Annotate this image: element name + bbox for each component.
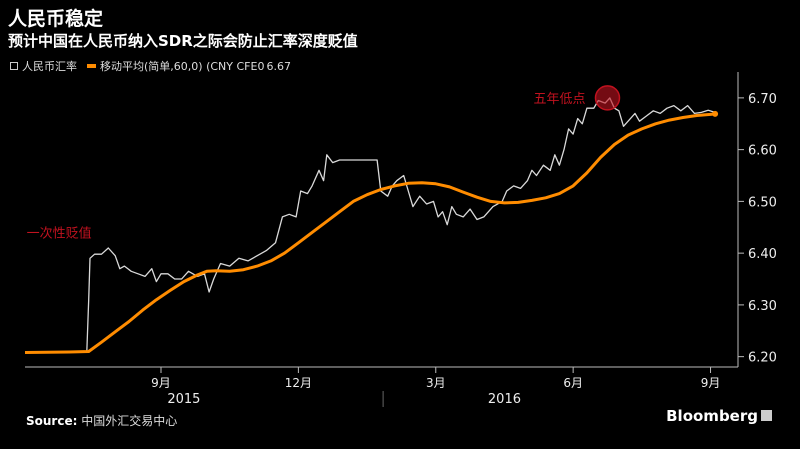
annotation-one-time-devaluation: 一次性贬值 bbox=[27, 226, 92, 242]
y-tick-label: 6.50 bbox=[748, 195, 777, 210]
bloomberg-mark-icon bbox=[761, 410, 772, 421]
y-tick-label: 6.60 bbox=[748, 144, 777, 159]
bloomberg-logo: Bloomberg bbox=[666, 407, 758, 425]
rate-line bbox=[24, 97, 716, 354]
x-tick-label: 3月 bbox=[426, 376, 446, 390]
legend-label-ma: 移动平均(简单,60,0) (CNY CFE0 bbox=[100, 60, 265, 73]
source-note: Source: 中国外汇交易中心 bbox=[26, 412, 177, 429]
x-tick-label: 6月 bbox=[563, 376, 583, 390]
x-tick-label: 9月 bbox=[151, 376, 171, 390]
source-text: 中国外汇交易中心 bbox=[81, 414, 178, 428]
legend-swatch-rate bbox=[10, 62, 18, 70]
y-tick-label: 6.40 bbox=[748, 247, 777, 262]
legend-swatch-ma bbox=[87, 64, 96, 68]
moving-average-line bbox=[24, 112, 716, 354]
chart-title: 人民币稳定 bbox=[8, 8, 104, 30]
x-tick-label: 12月 bbox=[285, 376, 312, 390]
ma-last-point bbox=[712, 110, 719, 117]
legend-value-ma: 6.67 bbox=[266, 59, 291, 73]
y-tick-label: 6.70 bbox=[748, 92, 777, 107]
source-label: Source: bbox=[26, 414, 78, 428]
legend: 人民币汇率 移动平均(简单,60,0) (CNY CFE0 6.67 bbox=[10, 58, 291, 74]
y-tick-label: 6.20 bbox=[748, 351, 777, 366]
y-tick-label: 6.30 bbox=[748, 299, 777, 314]
year-label: 2015 bbox=[167, 392, 200, 407]
chart-subtitle: 预计中国在人民币纳入SDR之际会防止汇率深度贬值 bbox=[8, 32, 358, 50]
year-label: 2016 bbox=[488, 392, 521, 407]
annotation-five-year-low: 五年低点 bbox=[533, 92, 585, 107]
legend-label-rate: 人民币汇率 bbox=[22, 60, 77, 73]
x-tick-label: 9月 bbox=[701, 376, 721, 390]
five-year-low-marker bbox=[594, 85, 621, 111]
